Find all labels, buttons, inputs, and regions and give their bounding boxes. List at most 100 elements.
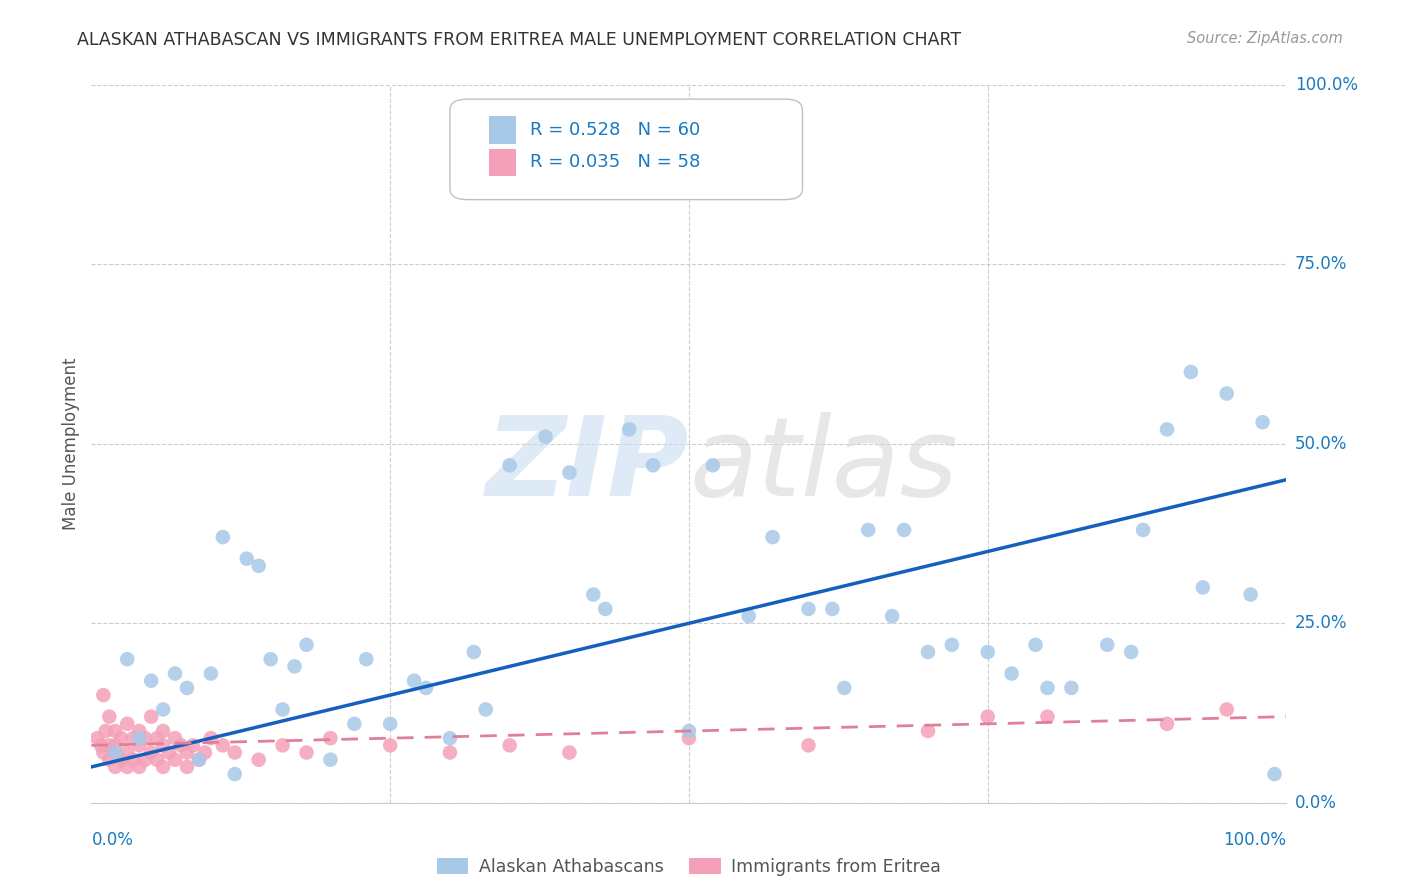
Point bbox=[354, 652, 377, 666]
Text: R = 0.528   N = 60: R = 0.528 N = 60 bbox=[530, 121, 700, 139]
Point bbox=[917, 724, 939, 739]
FancyBboxPatch shape bbox=[450, 99, 803, 200]
Point bbox=[94, 724, 117, 739]
Point bbox=[128, 739, 150, 753]
Point bbox=[93, 688, 114, 702]
Point bbox=[1097, 638, 1119, 652]
Point bbox=[498, 739, 520, 753]
Point bbox=[259, 652, 281, 666]
Point bbox=[295, 638, 318, 652]
Point bbox=[534, 429, 557, 443]
Point bbox=[821, 602, 844, 616]
Point bbox=[247, 558, 270, 573]
Legend: Alaskan Athabascans, Immigrants from Eritrea: Alaskan Athabascans, Immigrants from Eri… bbox=[430, 851, 948, 883]
Point bbox=[115, 716, 138, 731]
Point bbox=[678, 731, 700, 746]
Point bbox=[415, 681, 437, 695]
Point bbox=[104, 746, 127, 760]
Point bbox=[558, 466, 581, 480]
FancyBboxPatch shape bbox=[489, 149, 516, 176]
Point bbox=[141, 709, 162, 723]
Point bbox=[1156, 716, 1178, 731]
Point bbox=[163, 753, 186, 767]
Point bbox=[439, 746, 461, 760]
Point bbox=[115, 760, 138, 774]
Point bbox=[439, 731, 461, 746]
Point bbox=[619, 422, 641, 436]
Point bbox=[976, 645, 998, 659]
Point bbox=[187, 753, 211, 767]
Point bbox=[146, 753, 169, 767]
Point bbox=[880, 609, 903, 624]
Point bbox=[1215, 702, 1237, 716]
Point bbox=[152, 702, 174, 716]
Point bbox=[917, 645, 939, 659]
Point bbox=[761, 530, 783, 544]
Y-axis label: Male Unemployment: Male Unemployment bbox=[62, 358, 80, 530]
Point bbox=[678, 724, 700, 739]
Point bbox=[211, 530, 233, 544]
Point bbox=[1264, 767, 1286, 781]
Point bbox=[1192, 581, 1215, 595]
Point bbox=[115, 746, 138, 760]
Point bbox=[176, 760, 198, 774]
Text: 75.0%: 75.0% bbox=[1295, 255, 1347, 273]
Point bbox=[98, 739, 121, 753]
Point bbox=[115, 652, 138, 666]
Point bbox=[163, 731, 186, 746]
Point bbox=[343, 716, 366, 731]
Point bbox=[737, 609, 759, 624]
Text: 25.0%: 25.0% bbox=[1295, 615, 1347, 632]
Point bbox=[402, 673, 425, 688]
Point bbox=[110, 731, 132, 746]
Point bbox=[98, 709, 121, 723]
Text: Source: ZipAtlas.com: Source: ZipAtlas.com bbox=[1187, 31, 1343, 46]
Point bbox=[90, 739, 112, 753]
Point bbox=[582, 588, 605, 602]
Point bbox=[104, 760, 127, 774]
Point bbox=[128, 731, 150, 746]
Point bbox=[856, 523, 880, 537]
Point bbox=[797, 739, 820, 753]
Point bbox=[152, 760, 174, 774]
Point bbox=[247, 753, 270, 767]
Point bbox=[893, 523, 915, 537]
Text: 100.0%: 100.0% bbox=[1223, 830, 1286, 848]
Point bbox=[976, 709, 998, 723]
Text: 0.0%: 0.0% bbox=[1295, 794, 1337, 812]
Point bbox=[271, 739, 294, 753]
Point bbox=[200, 666, 222, 681]
Point bbox=[86, 731, 108, 746]
Point bbox=[134, 753, 156, 767]
Point bbox=[271, 702, 294, 716]
Point bbox=[194, 746, 217, 760]
Point bbox=[146, 731, 169, 746]
Point bbox=[122, 731, 145, 746]
Point bbox=[832, 681, 855, 695]
Point bbox=[181, 739, 204, 753]
Point bbox=[211, 739, 233, 753]
Point bbox=[641, 458, 664, 473]
Text: 0.0%: 0.0% bbox=[91, 830, 134, 848]
Point bbox=[104, 739, 127, 753]
Point bbox=[163, 666, 186, 681]
Point bbox=[1119, 645, 1142, 659]
Text: 100.0%: 100.0% bbox=[1295, 76, 1358, 94]
Point bbox=[498, 458, 520, 473]
Text: ALASKAN ATHABASCAN VS IMMIGRANTS FROM ERITREA MALE UNEMPLOYMENT CORRELATION CHAR: ALASKAN ATHABASCAN VS IMMIGRANTS FROM ER… bbox=[77, 31, 962, 49]
Text: atlas: atlas bbox=[689, 412, 957, 519]
Point bbox=[1132, 523, 1154, 537]
Point bbox=[152, 724, 174, 739]
Point bbox=[941, 638, 963, 652]
Point bbox=[128, 724, 150, 739]
Point bbox=[1251, 415, 1274, 429]
Point bbox=[1024, 638, 1046, 652]
Point bbox=[558, 746, 581, 760]
Text: ZIP: ZIP bbox=[485, 412, 689, 519]
FancyBboxPatch shape bbox=[489, 116, 516, 144]
Point bbox=[295, 746, 318, 760]
Point bbox=[1000, 666, 1022, 681]
Point bbox=[474, 702, 498, 716]
Point bbox=[378, 716, 402, 731]
Point bbox=[93, 746, 114, 760]
